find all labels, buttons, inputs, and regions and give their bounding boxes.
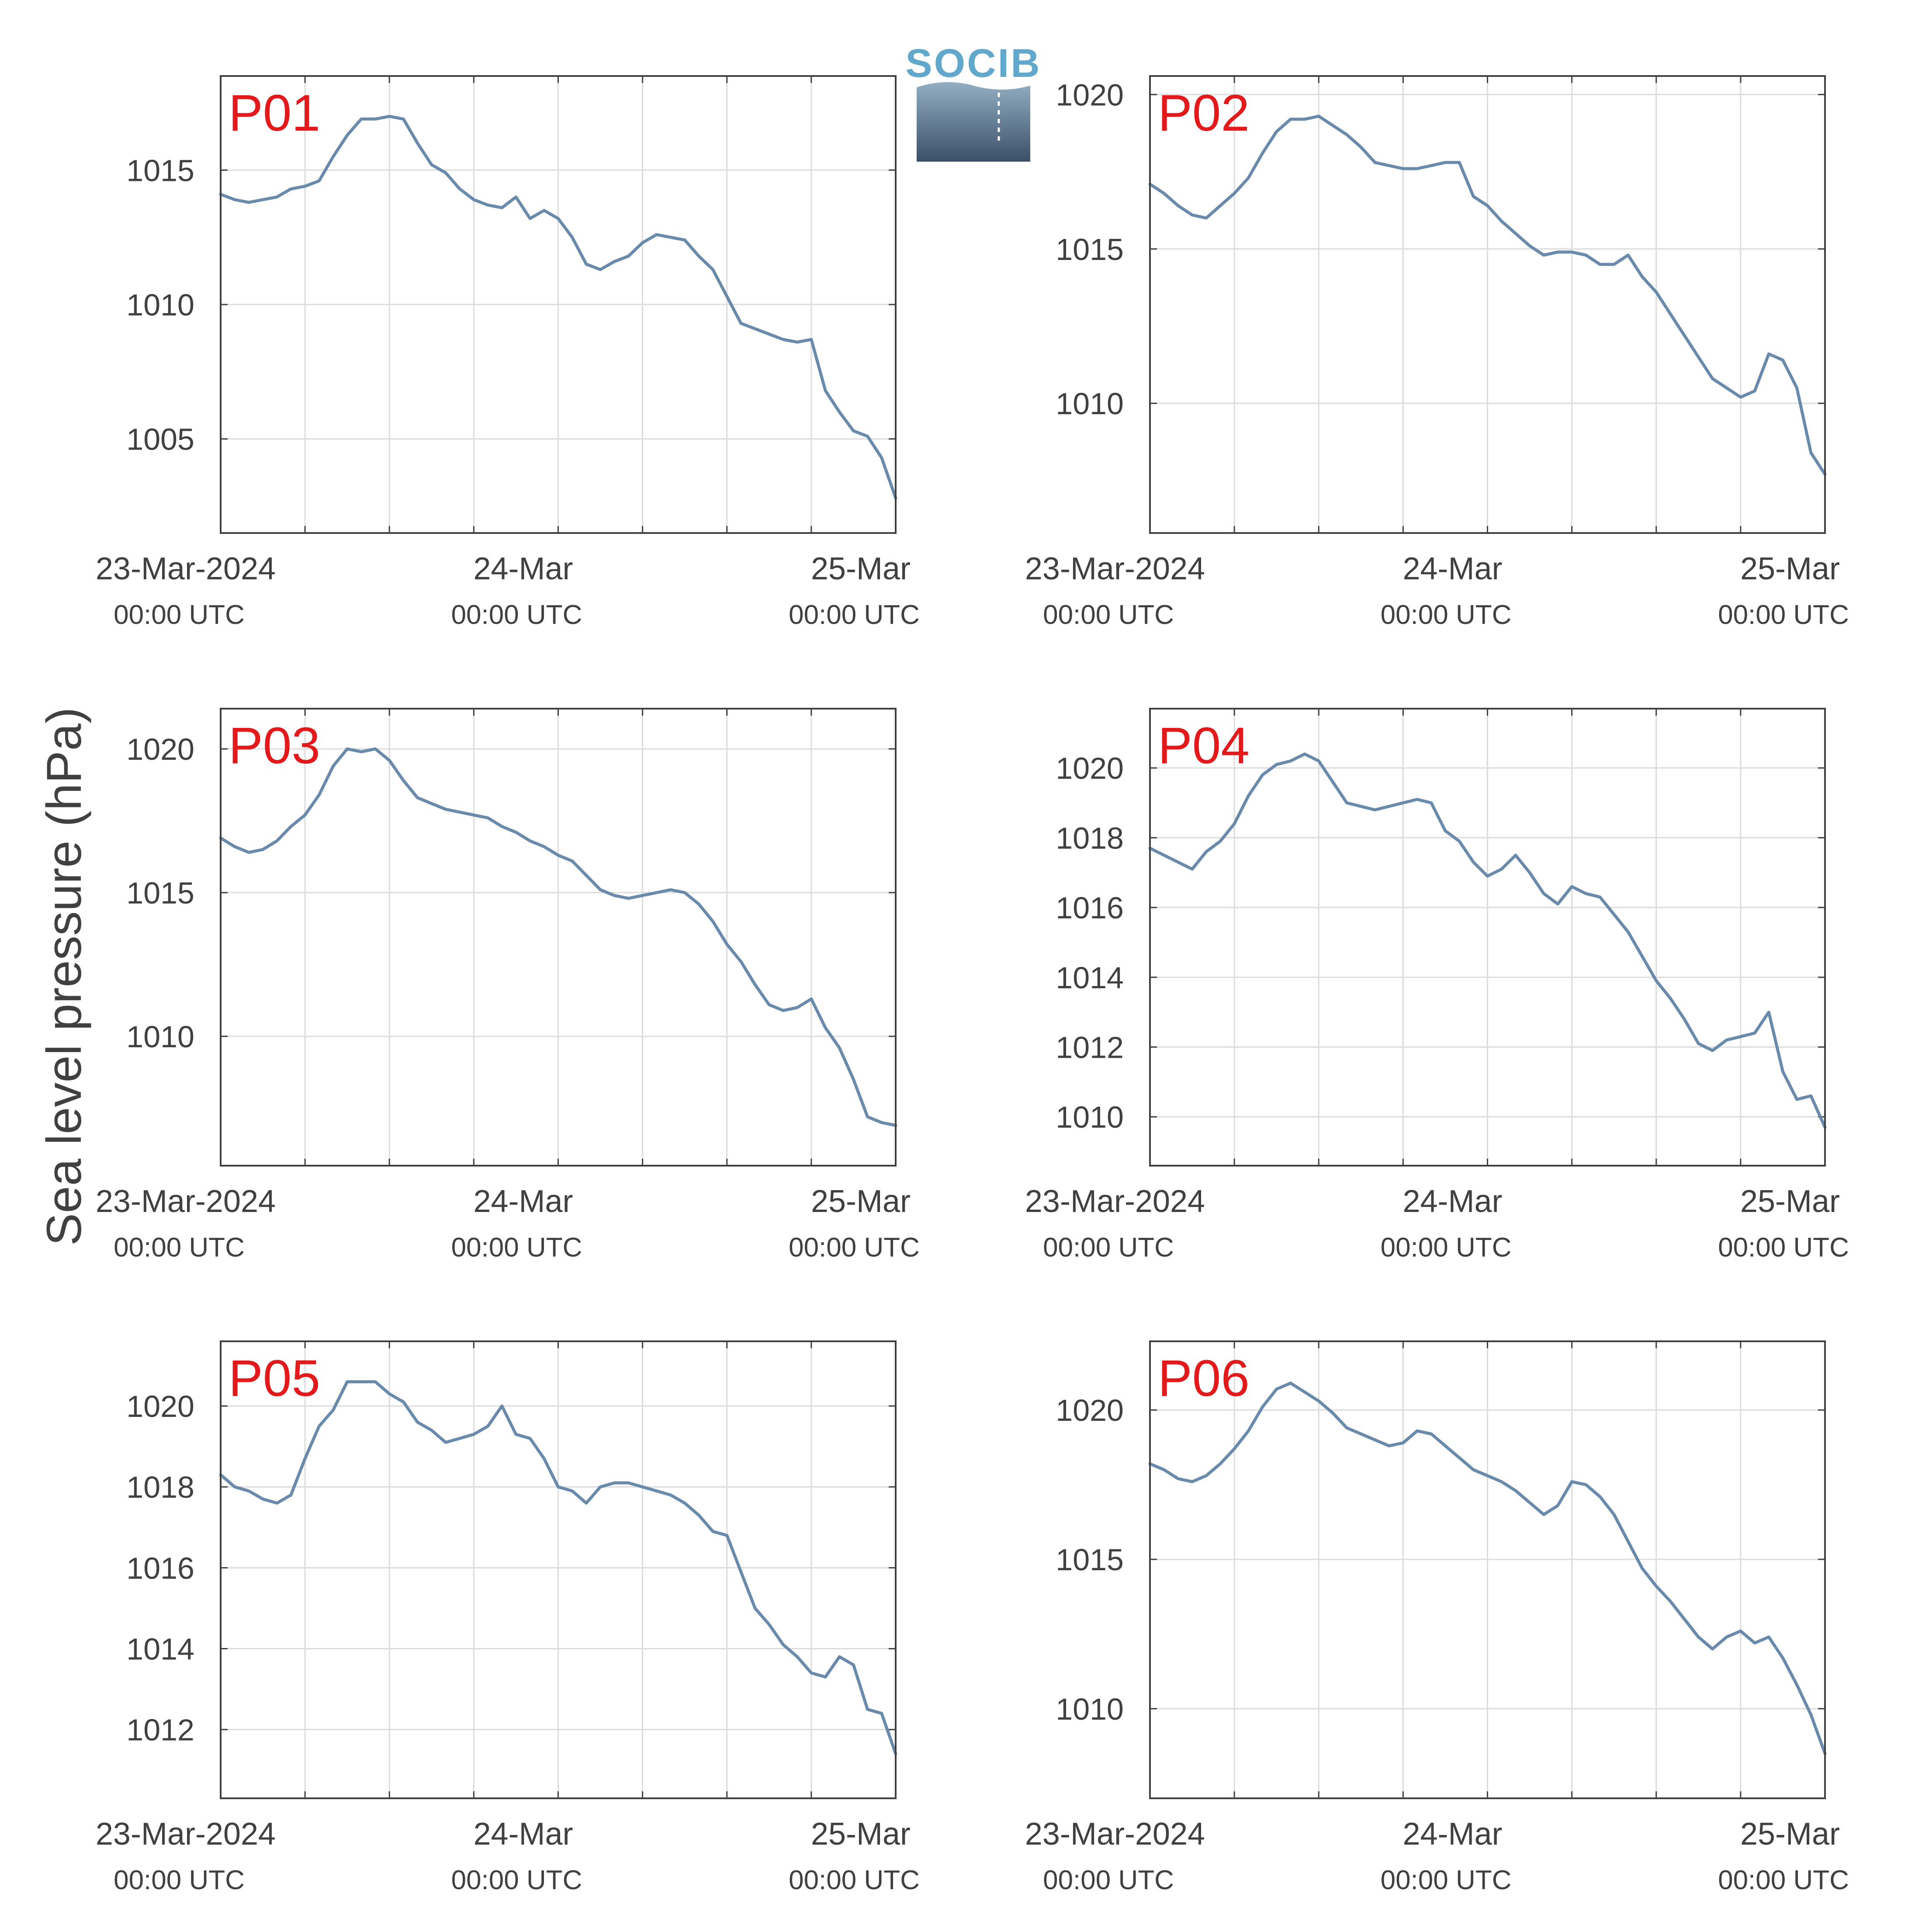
x-tick-date-label: 24-Mar — [473, 1817, 573, 1852]
x-tick-time-label: 00:00 UTC — [451, 1865, 582, 1895]
x-tick-date-label: 25-Mar — [811, 1817, 911, 1852]
x-tick-date-label: 23-Mar-2024 — [96, 1817, 276, 1852]
logo-text: SOCIB — [905, 41, 1041, 86]
x-tick-time-label: 00:00 UTC — [114, 600, 245, 630]
x-tick-date-label: 23-Mar-2024 — [96, 551, 276, 586]
y-tick-label: 1020 — [1056, 751, 1124, 786]
panels-container: 1005 1010 1015 23-Mar-2024 00:00 UTC 24-Mar 00… — [96, 75, 1849, 1895]
x-tick-time-label: 00:00 UTC — [451, 600, 582, 630]
x-tick-time-label: 00:00 UTC — [1381, 600, 1512, 630]
y-tick-label: 1015 — [1056, 1543, 1124, 1577]
socib-logo: SOCIB — [905, 41, 1041, 162]
axes-box — [1149, 75, 1826, 534]
x-tick-time-label: 00:00 UTC — [1381, 1233, 1512, 1263]
x-tick-time-label: 00:00 UTC — [1381, 1865, 1512, 1895]
logo-wave-block — [917, 82, 1030, 162]
panel-label: P06 — [1158, 1350, 1250, 1407]
x-tick-time-label: 00:00 UTC — [1043, 600, 1174, 630]
y-tick-label: 1015 — [126, 153, 194, 187]
y-tick-label: 1020 — [1056, 78, 1124, 112]
x-tick-date-label: 25-Mar — [1740, 1184, 1840, 1219]
axes-box — [220, 75, 897, 534]
panel-p06: 1010 1015 1020 23-Mar-2024 00:00 UTC 24-Mar 00… — [1025, 1340, 1849, 1895]
x-tick-time-label: 00:00 UTC — [789, 1233, 920, 1263]
x-tick-date-label: 25-Mar — [1740, 551, 1840, 586]
x-tick-date-label: 25-Mar — [811, 551, 911, 586]
y-axis-label: Sea level pressure (hPa) — [37, 707, 91, 1246]
y-tick-label: 1010 — [1056, 387, 1124, 421]
series-line-p02 — [1148, 114, 1827, 476]
y-tick-label: 1014 — [126, 1632, 194, 1666]
series-line-p01 — [219, 114, 897, 500]
x-tick-time-label: 00:00 UTC — [1718, 600, 1849, 630]
x-tick-time-label: 00:00 UTC — [114, 1233, 245, 1263]
y-tick-label: 1010 — [1056, 1692, 1124, 1726]
axes-box — [1149, 708, 1826, 1167]
y-tick-label: 1018 — [126, 1470, 194, 1504]
y-tick-label: 1005 — [126, 422, 194, 457]
panel-label: P03 — [229, 717, 320, 775]
x-tick-date-label: 23-Mar-2024 — [1025, 1184, 1205, 1219]
y-tick-label: 1020 — [126, 1389, 194, 1423]
panel-p01: 1005 1010 1015 23-Mar-2024 00:00 UTC 24-Mar 00… — [96, 75, 920, 630]
y-tick-label: 1020 — [1056, 1393, 1124, 1427]
series-line-p04 — [1148, 752, 1827, 1129]
panel-label: P05 — [229, 1350, 320, 1407]
x-tick-date-label: 25-Mar — [811, 1184, 911, 1219]
y-tick-label: 1015 — [1056, 232, 1124, 267]
x-tick-time-label: 00:00 UTC — [451, 1233, 582, 1263]
x-tick-date-label: 25-Mar — [1740, 1817, 1840, 1852]
panel-label: P01 — [229, 84, 320, 142]
y-tick-label: 1016 — [126, 1551, 194, 1585]
y-tick-label: 1010 — [1056, 1100, 1124, 1134]
y-tick-label: 1012 — [1056, 1031, 1124, 1065]
x-tick-date-label: 24-Mar — [473, 551, 573, 586]
x-tick-date-label: 24-Mar — [473, 1184, 573, 1219]
series-line-p05 — [219, 1380, 897, 1755]
y-tick-label: 1010 — [126, 288, 194, 322]
y-tick-label: 1016 — [1056, 891, 1124, 925]
y-tick-label: 1010 — [126, 1020, 194, 1054]
panel-p05: 1012 1014 1016 1018 1020 23-Mar-2024 00:00 UTC… — [96, 1340, 920, 1895]
panel-p04: 1010 1012 1014 1016 1018 1020 23-Mar-2024 00:00… — [1025, 708, 1849, 1263]
x-tick-date-label: 24-Mar — [1402, 1817, 1502, 1852]
y-tick-label: 1012 — [126, 1713, 194, 1747]
y-tick-label: 1015 — [126, 876, 194, 910]
x-tick-date-label: 23-Mar-2024 — [96, 1184, 276, 1219]
x-tick-date-label: 23-Mar-2024 — [1025, 1817, 1205, 1852]
x-tick-time-label: 00:00 UTC — [114, 1865, 245, 1895]
panel-p02: 1010 1015 1020 23-Mar-2024 00:00 UTC 24-Mar 00… — [1025, 75, 1849, 630]
x-tick-date-label: 24-Mar — [1402, 1184, 1502, 1219]
series-line-p03 — [219, 747, 897, 1127]
axes-box — [1149, 1340, 1826, 1799]
x-tick-time-label: 00:00 UTC — [1043, 1233, 1174, 1263]
y-tick-label: 1018 — [1056, 821, 1124, 855]
x-tick-time-label: 00:00 UTC — [1718, 1233, 1849, 1263]
axes-box — [220, 1340, 897, 1799]
panel-label: P02 — [1158, 84, 1250, 142]
x-tick-time-label: 00:00 UTC — [789, 1865, 920, 1895]
x-tick-time-label: 00:00 UTC — [789, 600, 920, 630]
panel-label: P04 — [1158, 717, 1250, 775]
x-tick-date-label: 23-Mar-2024 — [1025, 551, 1205, 586]
series-line-p06 — [1148, 1381, 1827, 1755]
panel-p03: 1010 1015 1020 23-Mar-2024 00:00 UTC 24-Mar 00… — [96, 708, 920, 1263]
y-tick-label: 1020 — [126, 732, 194, 766]
x-tick-date-label: 24-Mar — [1402, 551, 1502, 586]
y-tick-label: 1014 — [1056, 961, 1124, 995]
x-tick-time-label: 00:00 UTC — [1043, 1865, 1174, 1895]
x-tick-time-label: 00:00 UTC — [1718, 1865, 1849, 1895]
axes-box — [220, 708, 897, 1167]
